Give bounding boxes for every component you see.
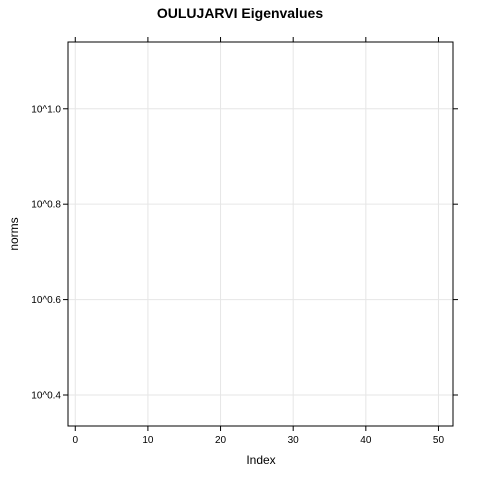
grid: [68, 42, 453, 426]
y-tick-label-2: 10^0.8: [31, 200, 61, 211]
x-tick-label-1: 10: [142, 435, 154, 446]
x-tick-label-0: 0: [72, 435, 78, 446]
x-axis-label: Index: [246, 453, 275, 467]
y-tick-label-1: 10^0.6: [31, 295, 61, 306]
x-tick-label-4: 40: [360, 435, 372, 446]
plot-frame: [67, 41, 454, 427]
axis-ticks: 0 10 20 30 40 50 10^0.4 10^0.6 10^0.8 10^1.0: [31, 37, 458, 446]
y-tick-label-0: 10^0.4: [31, 390, 61, 401]
y-tick-label-3: 10^1.0: [31, 104, 61, 115]
x-tick-label-5: 50: [433, 435, 445, 446]
x-tick-label-2: 20: [215, 435, 227, 446]
y-axis-label: norms: [7, 217, 21, 250]
chart-title: OULUJARVI Eigenvalues: [157, 5, 323, 21]
x-tick-label-3: 30: [288, 435, 300, 446]
